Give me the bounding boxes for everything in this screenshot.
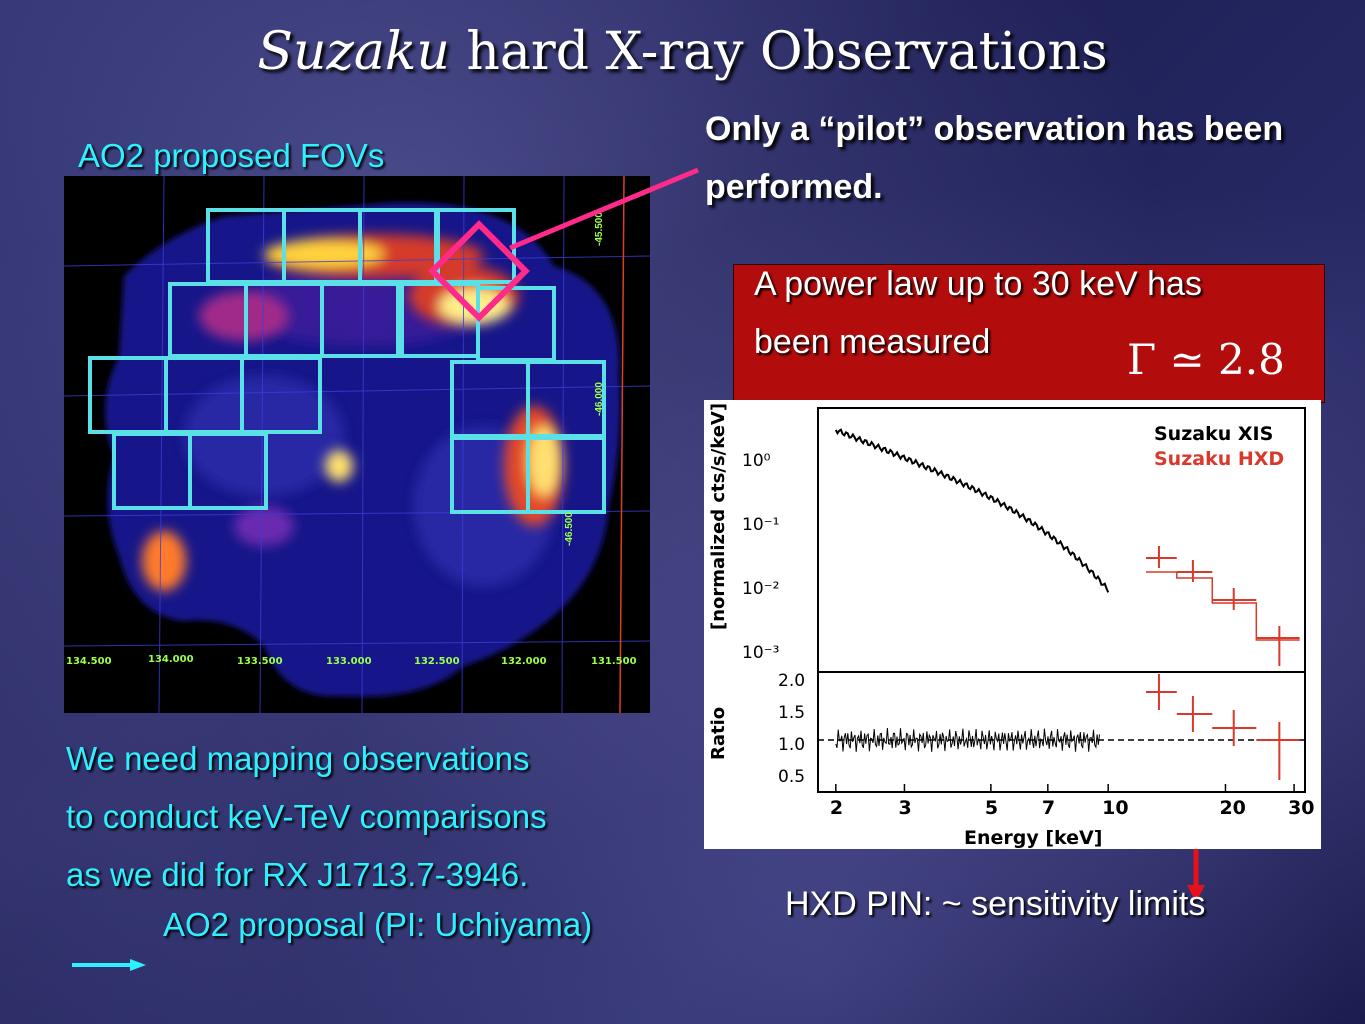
x-tick-label: 2 xyxy=(830,797,843,819)
ra-tick: 132.000 xyxy=(501,656,547,667)
proposal-text: AO2 proposal (PI: Uchiyama) xyxy=(163,906,593,943)
xis-spectrum xyxy=(834,428,1110,593)
y-tick-label-top: 10⁻¹ xyxy=(742,515,779,535)
y-tick-label-top: 10⁻³ xyxy=(742,643,779,663)
spectrum-plot: 2 3 5 7 10 20 30 10⁰ 10⁻¹ 10⁻² 10⁻³ 2.0 1.5 1.0 0.5 … xyxy=(704,400,1321,849)
mapping-text: We need mapping observations to conduct … xyxy=(66,740,547,893)
xray-map-image: 134.500 134.000 133.500 133.000 132.500 … xyxy=(64,176,650,713)
hxd-model xyxy=(1145,571,1300,641)
ra-tick: 134.500 xyxy=(66,656,112,667)
ra-tick: 132.500 xyxy=(414,656,460,667)
ra-tick-labels: 134.500 134.000 133.500 133.000 132.500 … xyxy=(64,654,650,676)
ra-tick: 131.500 xyxy=(591,656,637,667)
y-tick-label-bottom: 1.5 xyxy=(778,703,805,723)
red-arrow-head xyxy=(1187,885,1205,902)
y-tick-label-bottom: 1.0 xyxy=(778,735,805,755)
x-tick-label: 3 xyxy=(898,797,911,819)
powerlaw-box: A power law up to 30 keV has been measur… xyxy=(733,264,1325,403)
x-tick-label: 20 xyxy=(1219,797,1245,819)
cyan-arrow-head xyxy=(130,959,146,971)
x-axis-label: Energy [keV] xyxy=(964,827,1102,849)
y-axis-label-top: [normalized cts/s/keV] xyxy=(708,403,729,630)
slide-title: Suzaku hard X-ray Observations xyxy=(257,22,1108,82)
legend-hxd: Suzaku HXD xyxy=(1154,448,1284,470)
ra-tick: 133.000 xyxy=(326,656,372,667)
hxd-note: HXD PIN: ~ sensitivity limits xyxy=(785,885,1206,923)
y-tick-label-top: 10⁰ xyxy=(742,451,771,471)
x-tick-label: 30 xyxy=(1288,797,1314,819)
y-tick-label-bottom: 0.5 xyxy=(778,767,805,787)
fov-label: AO2 proposed FOVs xyxy=(78,137,385,174)
y-axis-label-bottom: Ratio xyxy=(708,707,729,760)
y-tick-label-top: 10⁻² xyxy=(742,579,779,599)
legend-xis: Suzaku XIS xyxy=(1154,423,1273,445)
ra-tick: 134.000 xyxy=(148,654,194,665)
x-tick-label: 10 xyxy=(1102,797,1128,819)
pilot-text: Only a “pilot” observation has been perf… xyxy=(705,110,1284,206)
pink-pointer-line xyxy=(509,167,699,251)
x-tick-label: 7 xyxy=(1042,797,1055,819)
y-tick-label-bottom: 2.0 xyxy=(778,671,805,691)
ra-tick: 133.500 xyxy=(237,656,283,667)
gamma-formula: Γ ≃ 2.8 xyxy=(1127,335,1285,384)
xis-ratio xyxy=(835,728,1100,752)
powerlaw-text: A power law up to 30 keV has been measur… xyxy=(754,265,1202,361)
x-tick-label: 5 xyxy=(985,797,998,819)
